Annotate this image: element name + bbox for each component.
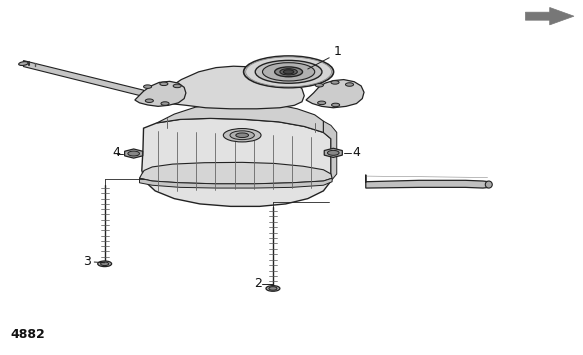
Ellipse shape xyxy=(145,99,153,103)
Polygon shape xyxy=(157,102,324,132)
Text: 4882: 4882 xyxy=(10,328,45,341)
Ellipse shape xyxy=(173,84,181,88)
Ellipse shape xyxy=(255,60,322,83)
Ellipse shape xyxy=(230,131,254,140)
Polygon shape xyxy=(324,121,337,181)
Ellipse shape xyxy=(280,69,297,75)
Text: 2: 2 xyxy=(254,277,262,290)
Polygon shape xyxy=(157,66,304,109)
Ellipse shape xyxy=(283,70,294,74)
Ellipse shape xyxy=(332,103,340,107)
Polygon shape xyxy=(139,162,332,184)
Ellipse shape xyxy=(346,83,353,86)
Ellipse shape xyxy=(275,67,303,77)
Ellipse shape xyxy=(236,133,248,137)
Ellipse shape xyxy=(269,287,277,290)
Ellipse shape xyxy=(244,56,333,88)
Ellipse shape xyxy=(331,81,339,84)
Polygon shape xyxy=(306,80,364,108)
Ellipse shape xyxy=(223,129,261,142)
Text: 3: 3 xyxy=(83,255,90,268)
Ellipse shape xyxy=(262,63,315,81)
Ellipse shape xyxy=(161,102,169,105)
Polygon shape xyxy=(125,149,143,158)
Ellipse shape xyxy=(328,151,339,155)
Ellipse shape xyxy=(318,101,326,105)
Text: 1: 1 xyxy=(333,45,341,58)
Polygon shape xyxy=(135,81,186,106)
Polygon shape xyxy=(139,178,332,188)
Ellipse shape xyxy=(128,151,139,156)
Ellipse shape xyxy=(143,85,152,88)
Ellipse shape xyxy=(19,62,28,65)
Text: 4: 4 xyxy=(352,146,360,159)
Ellipse shape xyxy=(160,82,168,86)
Polygon shape xyxy=(525,7,574,25)
Ellipse shape xyxy=(98,261,111,267)
Ellipse shape xyxy=(315,83,324,87)
Polygon shape xyxy=(324,148,342,157)
Ellipse shape xyxy=(101,262,109,266)
Polygon shape xyxy=(142,118,331,206)
Ellipse shape xyxy=(266,286,280,291)
Polygon shape xyxy=(23,61,143,97)
Ellipse shape xyxy=(485,181,492,188)
Text: 4: 4 xyxy=(113,146,121,159)
Polygon shape xyxy=(366,175,489,188)
